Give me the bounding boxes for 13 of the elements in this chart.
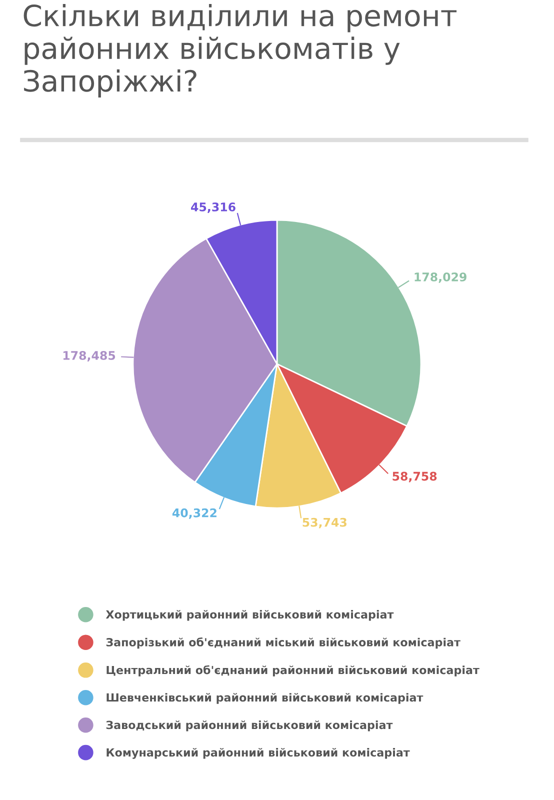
legend-label: Запорізький об'єднаний міський військовий комісаріат [106,637,460,649]
legend-label: Комунарський районний військовий комісаріат [106,748,410,759]
legend-label: Центральний об'єднаний районний військовий комісаріат [106,665,480,676]
legend-label: Хортицький районний військовий комісаріат [106,610,394,621]
data-label: 53,743 [302,518,346,528]
data-label: 45,316 [191,202,236,213]
legend-label: Шевченківський районний військовий комісаріат [106,693,424,704]
data-label: 178,485 [63,351,116,362]
chart-title: Скільки виділили на ремонт районних військоматів у Запоріжжі? [24,4,457,98]
data-label: 178,029 [414,272,466,283]
legend-label: Заводський районний військовий комісаріат [106,720,393,732]
data-label: 40,322 [172,508,216,519]
data-label: 58,758 [392,472,437,482]
